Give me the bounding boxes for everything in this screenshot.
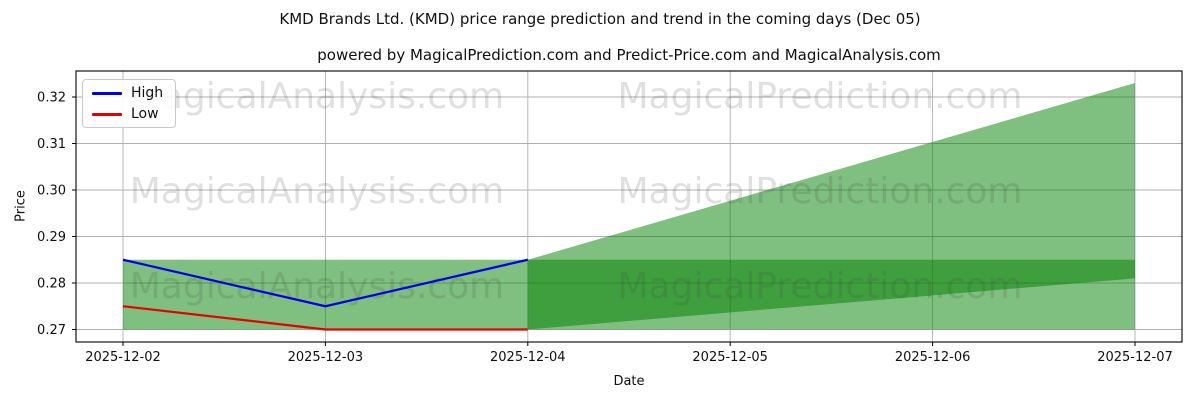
legend: High Low [82, 79, 177, 128]
watermark-text: MagicalPrediction.com [618, 171, 1023, 212]
band-forecast-core [527, 259, 1135, 330]
watermark-text: MagicalAnalysis.com [130, 171, 504, 212]
watermark-text: MagicalAnalysis.com [130, 266, 504, 307]
y-tick-label: 0.28 [37, 276, 66, 291]
y-tick-label: 0.30 [37, 183, 66, 198]
x-tick-label: 2025-12-03 [288, 350, 364, 365]
x-tick-label: 2025-12-05 [692, 350, 768, 365]
legend-label-high: High [131, 85, 164, 101]
x-tick-label: 2025-12-06 [895, 350, 971, 365]
y-tick-label: 0.27 [37, 323, 66, 338]
y-tick-label: 0.29 [37, 230, 66, 245]
x-axis-label: Date [613, 374, 645, 389]
y-tick-label: 0.32 [37, 90, 66, 105]
legend-label-low: Low [131, 106, 159, 122]
series-line-low [122, 305, 528, 331]
watermark-text: MagicalPrediction.com [618, 266, 1023, 307]
y-tick-label: 0.31 [37, 137, 66, 152]
powered-by-subtitle: powered by MagicalPrediction.com and Pre… [317, 46, 941, 64]
y-axis-label: Price [13, 190, 29, 222]
legend-item-low: Low [92, 107, 163, 121]
x-tick-label: 2025-12-07 [1097, 350, 1173, 365]
legend-swatch-high [92, 91, 122, 95]
series-line-high [122, 258, 529, 308]
plot-border [75, 70, 1183, 343]
x-tick-label: 2025-12-02 [85, 350, 161, 365]
band-historical-range [123, 259, 528, 330]
figure-title: KMD Brands Ltd. (KMD) price range predic… [279, 10, 921, 28]
legend-item-high: High [92, 86, 163, 100]
legend-swatch-low [92, 112, 122, 116]
watermark-text: MagicalAnalysis.com [130, 76, 504, 117]
x-tick-label: 2025-12-04 [490, 350, 566, 365]
watermark-text: MagicalPrediction.com [618, 76, 1023, 117]
